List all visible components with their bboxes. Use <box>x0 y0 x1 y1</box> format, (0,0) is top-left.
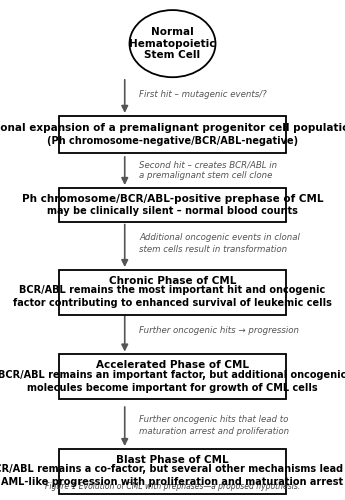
Text: Normal
Hematopoietic
Stem Cell: Normal Hematopoietic Stem Cell <box>129 27 216 60</box>
Text: BCR/ABL remains a co-factor, but several other mechanisms lead to
AML-like progr: BCR/ABL remains a co-factor, but several… <box>0 464 345 487</box>
FancyBboxPatch shape <box>59 188 286 222</box>
Text: Accelerated Phase of CML: Accelerated Phase of CML <box>96 360 249 370</box>
Text: (Ph chromosome-negative/BCR/ABL-negative): (Ph chromosome-negative/BCR/ABL-negative… <box>47 136 298 146</box>
FancyBboxPatch shape <box>59 449 286 494</box>
Text: may be clinically silent – normal blood counts: may be clinically silent – normal blood … <box>47 206 298 216</box>
Text: Second hit – creates BCR/ABL in
a premalignant stem cell clone: Second hit – creates BCR/ABL in a premal… <box>139 160 277 180</box>
Text: Further oncogenic hits → progression: Further oncogenic hits → progression <box>139 326 299 335</box>
Text: BCR/ABL remains the most important hit and oncogenic
factor contributing to enha: BCR/ABL remains the most important hit a… <box>13 286 332 308</box>
Text: Blast Phase of CML: Blast Phase of CML <box>116 454 229 464</box>
Text: BCR/ABL remains an important factor, but additional oncogenic
molecules become i: BCR/ABL remains an important factor, but… <box>0 370 345 392</box>
Ellipse shape <box>129 10 216 77</box>
Text: Clonal expansion of a premalignant progenitor cell population: Clonal expansion of a premalignant proge… <box>0 122 345 132</box>
Text: Ph chromosome/BCR/ABL-positive prephase of CML: Ph chromosome/BCR/ABL-positive prephase … <box>22 194 323 203</box>
Text: First hit – mutagenic events/?: First hit – mutagenic events/? <box>139 90 267 100</box>
Text: Figure 1 Evolution of CML with prephases—a proposed hypothesis.: Figure 1 Evolution of CML with prephases… <box>45 482 300 491</box>
Text: Chronic Phase of CML: Chronic Phase of CML <box>109 276 236 285</box>
Text: Further oncogenic hits that lead to
maturation arrest and proliferation: Further oncogenic hits that lead to matu… <box>139 416 289 436</box>
FancyBboxPatch shape <box>59 270 286 314</box>
FancyBboxPatch shape <box>59 354 286 399</box>
Text: Additional oncogenic events in clonal
stem cells result in transformation: Additional oncogenic events in clonal st… <box>139 234 300 254</box>
FancyBboxPatch shape <box>59 116 286 153</box>
